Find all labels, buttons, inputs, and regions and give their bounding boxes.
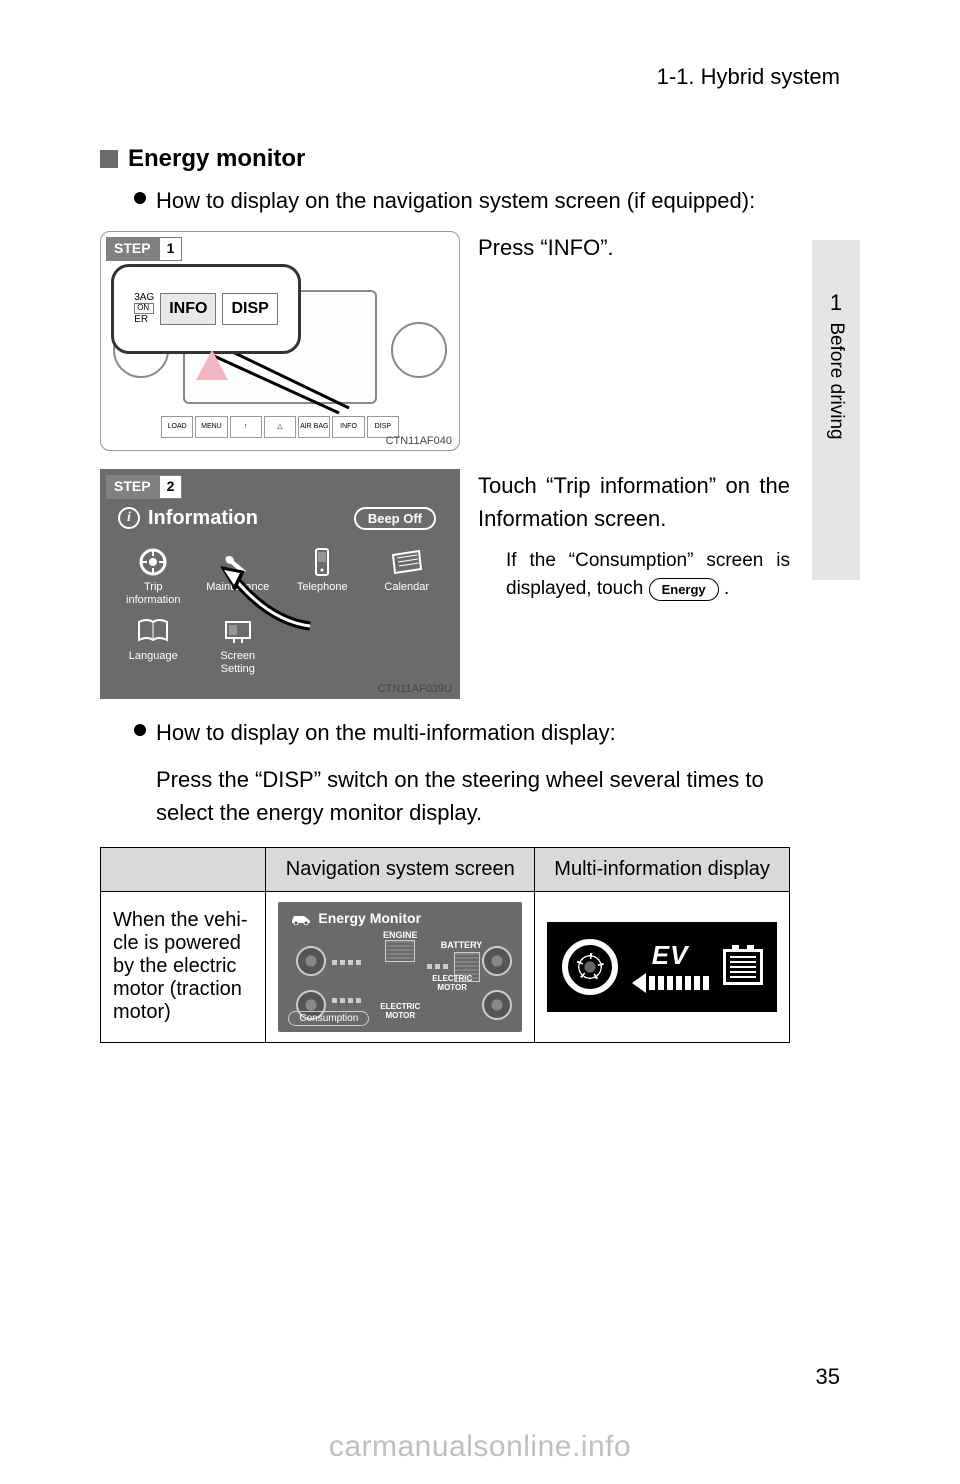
step-2-block: STEP 2 i Information Beep Off T: [100, 469, 790, 699]
table-header-blank: [101, 847, 266, 891]
info-screen-illustration: i Information Beep Off Trip information: [100, 469, 460, 699]
menu-label: Trip information: [126, 581, 180, 606]
bullet-row-2: How to display on the multi-information …: [134, 717, 790, 749]
section-heading-row: Energy monitor: [100, 145, 790, 173]
menu-label: Screen Setting: [220, 650, 255, 675]
menu-calendar: Calendar: [366, 547, 449, 612]
table-cell-mi: EV: [535, 891, 790, 1042]
step-1-instruction: Press “INFO”.: [478, 231, 790, 264]
button-row: LOAD MENU ↑ △ AIR BAG INFO DISP: [161, 416, 399, 438]
menu-label: Calendar: [384, 581, 429, 594]
info-screen-title: i Information: [118, 507, 258, 530]
calendar-icon: [389, 547, 425, 577]
energy-pill-button: Energy: [649, 578, 719, 602]
flow-arrow-icon: [332, 960, 361, 965]
curved-arrow-icon: [210, 561, 320, 631]
step-number: 1: [159, 237, 183, 261]
page-number: 35: [816, 1364, 840, 1390]
figure-2-id: CTN11AF039U: [378, 683, 452, 695]
table-header-mi: Multi-information display: [535, 847, 790, 891]
hw-btn: LOAD: [161, 416, 193, 438]
energy-monitor-nav-diagram: Energy Monitor ENGINE BATTERY ELECTRIC M…: [278, 902, 522, 1032]
bullet-text-2: How to display on the multi-information …: [156, 717, 616, 749]
knob-right-icon: [391, 322, 447, 378]
disp-instruction: Press the “DISP” switch on the steering …: [156, 763, 790, 829]
consumption-button: Consumption: [288, 1011, 369, 1026]
step-2-text: Touch “Trip information” on the Informat…: [478, 469, 790, 699]
hw-btn: △: [264, 416, 296, 438]
em2-label: ELECTRIC MOTOR: [380, 1002, 420, 1020]
section-title: Energy monitor: [128, 145, 305, 173]
sub-suffix: .: [724, 578, 729, 599]
chapter-number: 1: [830, 290, 842, 316]
step-number: 2: [159, 475, 183, 499]
step-2-subnote: If the “Consumption” screen is displayed…: [506, 547, 790, 604]
menu-trip-information: Trip information: [112, 547, 195, 612]
step-label: STEP: [106, 237, 159, 261]
side-tab: 1 Before driving: [812, 240, 860, 580]
section-header: 1-1. Hybrid system: [657, 64, 840, 90]
wheel-rr-icon: [482, 990, 512, 1020]
car-icon: [290, 911, 312, 925]
energy-monitor-title: Energy Monitor: [290, 910, 421, 926]
chapter-label: Before driving: [825, 322, 847, 439]
em-title-text: Energy Monitor: [318, 910, 421, 926]
step-1-badge: STEP 1: [106, 237, 182, 261]
ev-label: EV: [652, 940, 689, 971]
mi-wheel-icon: [562, 939, 618, 995]
step-2-instruction: Touch “Trip information” on the Informat…: [478, 469, 790, 535]
bullet-row-1: How to display on the navigation system …: [134, 185, 790, 217]
mi-battery-icon: [723, 949, 763, 985]
hw-btn: MENU: [195, 416, 227, 438]
bullet-dot-icon: [134, 724, 146, 736]
callout-txt: ON: [134, 303, 154, 314]
book-icon: [135, 616, 171, 646]
bullet-text-1: How to display on the navigation system …: [156, 185, 755, 217]
step-label: STEP: [106, 475, 159, 499]
info-button-callout: 3AG ON ER INFO DISP: [111, 264, 301, 354]
flow-arrow-icon: [427, 964, 448, 969]
em1-label: ELECTRIC MOTOR: [432, 974, 472, 992]
pink-arrow-icon: [196, 350, 228, 380]
sub-prefix: If the “Consumption” screen is displayed…: [506, 550, 790, 600]
battery-label: BATTERY: [441, 940, 483, 950]
callout-side-text: 3AG ON ER: [134, 292, 154, 325]
wheel-fl-icon: [296, 946, 326, 976]
hw-btn: INFO: [332, 416, 364, 438]
step-2-figure: STEP 2 i Information Beep Off T: [100, 469, 460, 699]
info-title-text: Information: [148, 507, 258, 530]
flow-arrow-icon: [332, 998, 361, 1003]
figure-1-id: CTN11AF040: [386, 435, 452, 447]
mi-arrow-icon: [632, 973, 709, 993]
energy-monitor-mi-diagram: EV: [547, 922, 777, 1012]
beep-off-button: Beep Off: [354, 507, 436, 530]
radio-unit-illustration: LOAD MENU ↑ △ AIR BAG INFO DISP: [100, 231, 460, 451]
watermark: carmanualsonline.info: [329, 1430, 631, 1464]
step-1-text: Press “INFO”.: [478, 231, 790, 451]
step-2-badge: STEP 2: [106, 475, 182, 499]
hw-btn: ↑: [230, 416, 262, 438]
wheel-icon: [135, 547, 171, 577]
comparison-table: Navigation system screen Multi-informati…: [100, 847, 790, 1043]
callout-txt: 3AG: [134, 292, 154, 303]
step-1-block: STEP 1 LOAD MENU ↑ △ AIR BAG INFO DISP: [100, 231, 790, 451]
menu-label: Language: [129, 650, 178, 663]
step-1-figure: STEP 1 LOAD MENU ↑ △ AIR BAG INFO DISP: [100, 231, 460, 451]
disp-button: DISP: [222, 293, 277, 325]
info-button: INFO: [160, 293, 216, 325]
engine-label: ENGINE: [383, 930, 418, 940]
table-header-nav: Navigation system screen: [266, 847, 535, 891]
table-row-label: When the vehi­cle is powered by the elec…: [101, 891, 266, 1042]
info-icon: i: [118, 507, 140, 529]
table-cell-nav: Energy Monitor ENGINE BATTERY ELECTRIC M…: [266, 891, 535, 1042]
menu-language: Language: [112, 616, 195, 681]
engine-icon: [385, 940, 415, 962]
hw-btn: AIR BAG: [298, 416, 330, 438]
bullet-dot-icon: [134, 192, 146, 204]
callout-txt: ER: [134, 314, 154, 325]
square-bullet-icon: [100, 150, 118, 168]
wheel-fr-icon: [482, 946, 512, 976]
